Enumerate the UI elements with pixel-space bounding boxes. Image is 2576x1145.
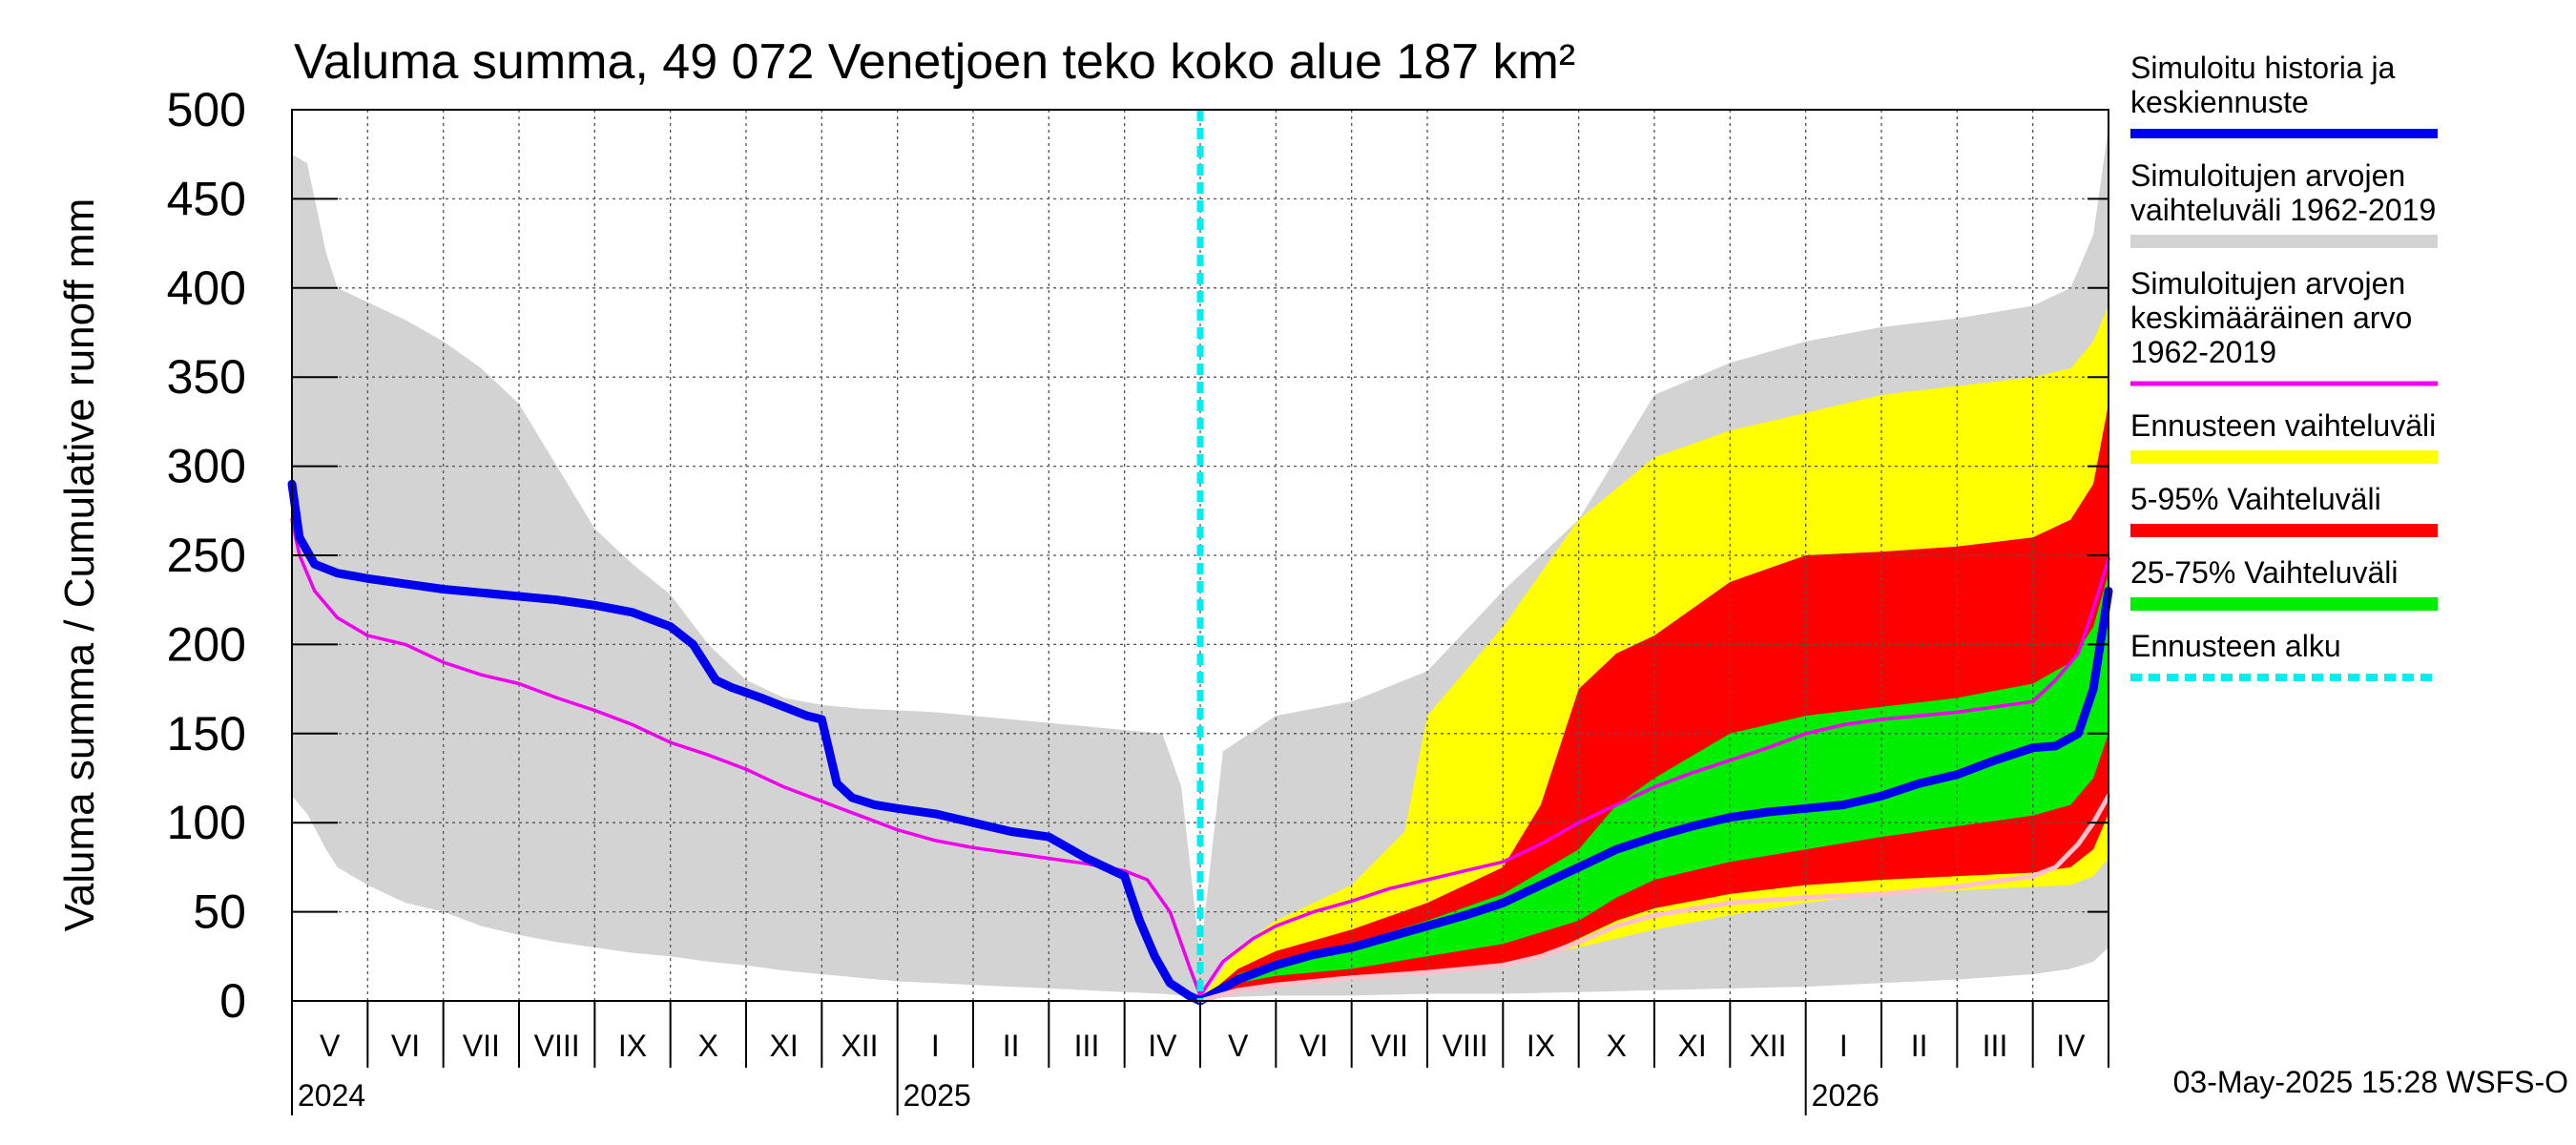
band-area-0 [292,154,1200,998]
month-label: IX [1527,1029,1555,1063]
y-tick-label: 150 [167,707,246,760]
legend-label: 5-95% Vaihteluväli [2130,482,2381,516]
y-tick-label: 50 [193,885,246,939]
y-tick-label: 500 [167,83,246,136]
month-label: IX [618,1029,647,1063]
x-axis: V VI VII VIII IX X XI XII I II III IV V VI VII VIII IX X X… [291,1001,2109,1115]
month-label: VII [1371,1029,1408,1063]
month-label: III [1983,1029,2008,1063]
timestamp: 03-May-2025 15:28 WSFS-O [2173,1065,2568,1099]
month-label: IV [1148,1029,1177,1063]
y-tick-label: 450 [167,172,246,225]
y-tick-label: 300 [167,440,246,493]
legend: Simuloitu historia jakeskiennusteSimuloi… [2130,51,2438,681]
month-label: X [698,1029,718,1063]
legend-label: 25-75% Vaihteluväli [2130,555,2398,590]
month-label: XI [1678,1029,1707,1063]
month-label: X [1607,1029,1627,1063]
month-label: VIII [1443,1029,1488,1063]
month-label: VII [463,1029,500,1063]
month-label: XII [841,1029,878,1063]
y-axis: 0 50 100 150 200 250 300 350 400 450 500 Valuma sum… [56,83,2109,1028]
series-line-5 [290,517,2110,998]
legend-label: Simuloitu historia ja [2130,51,2396,85]
series-line-7 [1197,793,2111,1004]
month-label: V [1228,1029,1249,1063]
month-label: V [320,1029,341,1063]
month-label: III [1074,1029,1100,1063]
month-label: XII [1749,1029,1786,1063]
legend-label: Simuloitujen arvojen [2130,266,2405,301]
year-label: 2024 [298,1078,365,1113]
y-axis-label: Valuma summa / Cumulative runoff mm [56,198,103,932]
month-label: I [931,1029,940,1063]
legend-item-3: Ennusteen vaihteluväli [2130,408,2438,464]
y-tick-label: 100 [167,796,246,849]
y-tick-label: 0 [219,974,246,1028]
legend-item-6: Ennusteen alku [2130,629,2438,681]
y-tick-label: 400 [167,261,246,315]
y-tick-label: 350 [167,350,246,404]
legend-label: keskiennuste [2130,85,2309,119]
legend-label: Simuloitujen arvojen [2130,158,2405,193]
y-tick-label: 250 [167,529,246,582]
month-label: I [1839,1029,1848,1063]
year-label: 2025 [904,1078,971,1113]
month-label: IV [2056,1029,2086,1063]
month-label: VI [1299,1029,1328,1063]
legend-label: keskimääräinen arvo [2130,301,2412,335]
legend-item-4: 5-95% Vaihteluväli [2130,482,2438,537]
plot-area: 0 50 100 150 200 250 300 350 400 450 500 Valuma sum… [56,51,2438,1115]
month-label: II [1911,1029,1928,1063]
month-label: VI [391,1029,420,1063]
legend-label: vaihteluväli 1962-2019 [2130,193,2436,227]
month-label: VIII [534,1029,580,1063]
legend-label: Ennusteen vaihteluväli [2130,408,2436,443]
legend-label: Ennusteen alku [2130,629,2341,663]
month-label: XI [770,1029,799,1063]
year-label: 2026 [1812,1078,1880,1113]
chart-title: Valuma summa, 49 072 Venetjoen teko koko… [294,34,1575,90]
month-label: II [1003,1029,1020,1063]
series-line-6 [287,479,2113,1006]
legend-label: 1962-2019 [2130,335,2276,369]
legend-item-5: 25-75% Vaihteluväli [2130,555,2438,611]
y-tick-label: 200 [167,617,246,671]
